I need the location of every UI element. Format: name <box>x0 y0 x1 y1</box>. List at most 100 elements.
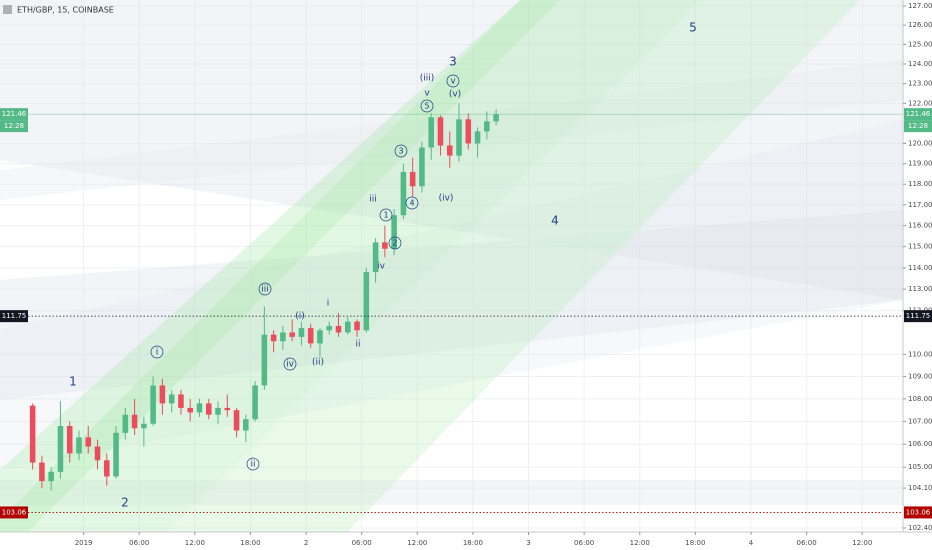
y-tick-label: 125.00 <box>908 40 932 48</box>
y-tick-label: 124.00 <box>908 60 932 68</box>
channel <box>0 0 560 550</box>
candle-body <box>215 407 221 415</box>
wave-label: iii <box>369 195 377 205</box>
candle-body <box>493 114 499 122</box>
y-tick-label: 115.00 <box>908 243 932 251</box>
fan-band <box>0 210 903 400</box>
candle-body <box>409 171 416 187</box>
y-tick-label: 127.00 <box>908 2 932 10</box>
wave-label: 4 <box>409 199 414 208</box>
y-tick-label: 106.00 <box>908 440 932 448</box>
annotation-circle <box>246 457 260 471</box>
x-tick-label: 18:00 <box>240 539 260 547</box>
y-tick-label: 110.00 <box>908 350 932 358</box>
annotation-circle <box>446 74 460 88</box>
x-tick-label: 12:00 <box>630 539 650 547</box>
chart-title: ETH/GBP, 15, COINBASE <box>17 6 114 15</box>
candle-body <box>456 119 462 156</box>
wave-label: iii <box>261 285 269 295</box>
candle-body <box>484 121 490 132</box>
candle-body <box>446 145 453 156</box>
candle-body <box>94 446 101 461</box>
y-tick-label: 120.00 <box>908 139 932 147</box>
price-label: 121.46 <box>906 110 931 118</box>
channel <box>0 0 700 550</box>
candle-body <box>465 119 472 144</box>
annotation-circle <box>379 208 393 222</box>
wave-label: 3 <box>398 147 403 156</box>
candle-body <box>270 334 277 342</box>
candle-body <box>39 462 45 482</box>
fan-band <box>0 60 903 200</box>
candle-body <box>289 332 295 337</box>
wave-label: ii <box>355 340 360 350</box>
x-tick-label: 2019 <box>75 539 93 547</box>
x-tick-label: 06:00 <box>352 539 372 547</box>
y-tick-label: 126.00 <box>908 21 932 29</box>
candle-body <box>66 425 73 454</box>
candle-body <box>131 414 138 429</box>
wave-label: iv <box>286 360 295 370</box>
candle-body <box>178 394 184 408</box>
candle-body <box>391 215 397 249</box>
x-tick-label: 12:00 <box>407 539 427 547</box>
y-tick-label: 117.00 <box>908 201 932 209</box>
candle-body <box>419 147 425 187</box>
candle-body <box>122 414 129 433</box>
annotation-circle <box>405 196 419 210</box>
candle-body <box>113 432 119 477</box>
wave-label: 2 <box>392 239 397 248</box>
fan-band <box>0 120 903 470</box>
candle-body <box>428 117 434 148</box>
price-label-box <box>0 310 28 323</box>
candle-body <box>335 325 342 333</box>
x-tick-label: 06:00 <box>574 539 594 547</box>
wave-label: 5 <box>689 21 697 35</box>
x-tick-label: 2 <box>304 539 308 547</box>
candle-body <box>85 437 92 447</box>
candle-body <box>150 385 156 424</box>
wave-label: (v) <box>449 90 461 100</box>
candle-body <box>252 385 258 420</box>
candle-body <box>307 328 314 344</box>
y-tick-label: 102.40 <box>908 524 932 532</box>
wave-label: 1 <box>69 375 77 389</box>
candle-body <box>298 328 305 337</box>
price-label-box <box>904 108 932 121</box>
x-tick-label: 4 <box>749 539 754 547</box>
price-label-box <box>0 506 28 519</box>
fan-band <box>0 480 903 505</box>
y-tick-label: 114.00 <box>908 264 932 272</box>
wave-label: 1 <box>383 211 388 220</box>
y-tick-label: 118.00 <box>908 180 932 188</box>
candle-body <box>187 407 193 413</box>
y-tick-label: 107.00 <box>908 417 932 425</box>
candle-body <box>168 394 175 404</box>
price-axis <box>903 0 932 550</box>
x-tick-label: 18:00 <box>685 539 705 547</box>
annotation-circle <box>388 236 402 250</box>
wave-label: v <box>424 89 430 99</box>
candle-body <box>317 330 323 344</box>
y-tick-label: 123.00 <box>908 80 932 88</box>
price-label-box <box>904 310 932 323</box>
x-tick-label: 18:00 <box>463 539 483 547</box>
candle-body <box>280 332 286 342</box>
y-tick-label: 122.00 <box>908 99 932 107</box>
channel <box>150 0 860 550</box>
price-label-box <box>904 506 932 519</box>
candle-body <box>76 437 82 454</box>
wave-label: ii <box>250 460 255 470</box>
candle-body <box>104 460 110 477</box>
x-tick-label: 12:00 <box>852 539 872 547</box>
y-tick-label: 108.00 <box>908 395 932 403</box>
wave-label: 4 <box>551 214 559 228</box>
candle-body <box>326 325 333 331</box>
x-tick-label: 12:00 <box>185 539 205 547</box>
price-label-box <box>0 108 28 121</box>
annotation-circle <box>283 357 297 371</box>
y-tick-label: 105.00 <box>908 463 932 471</box>
wave-label: v <box>450 77 456 87</box>
candle-body <box>159 385 166 404</box>
price-label: 111.75 <box>906 312 931 320</box>
